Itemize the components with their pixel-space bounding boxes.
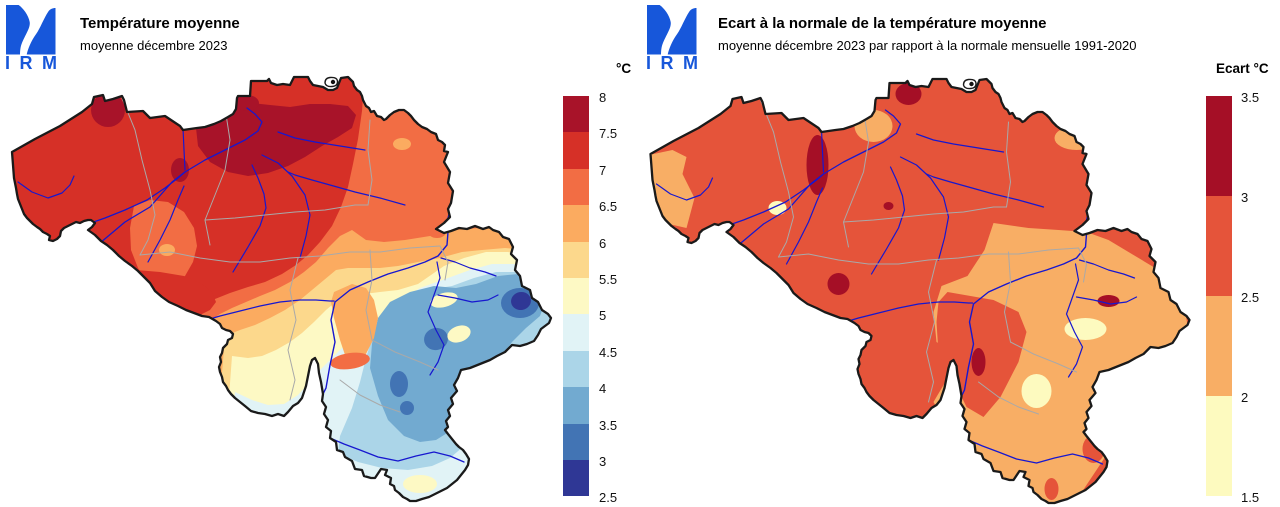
svg-text:IRM: IRM [5, 53, 57, 73]
svg-text:IRM: IRM [646, 53, 698, 73]
